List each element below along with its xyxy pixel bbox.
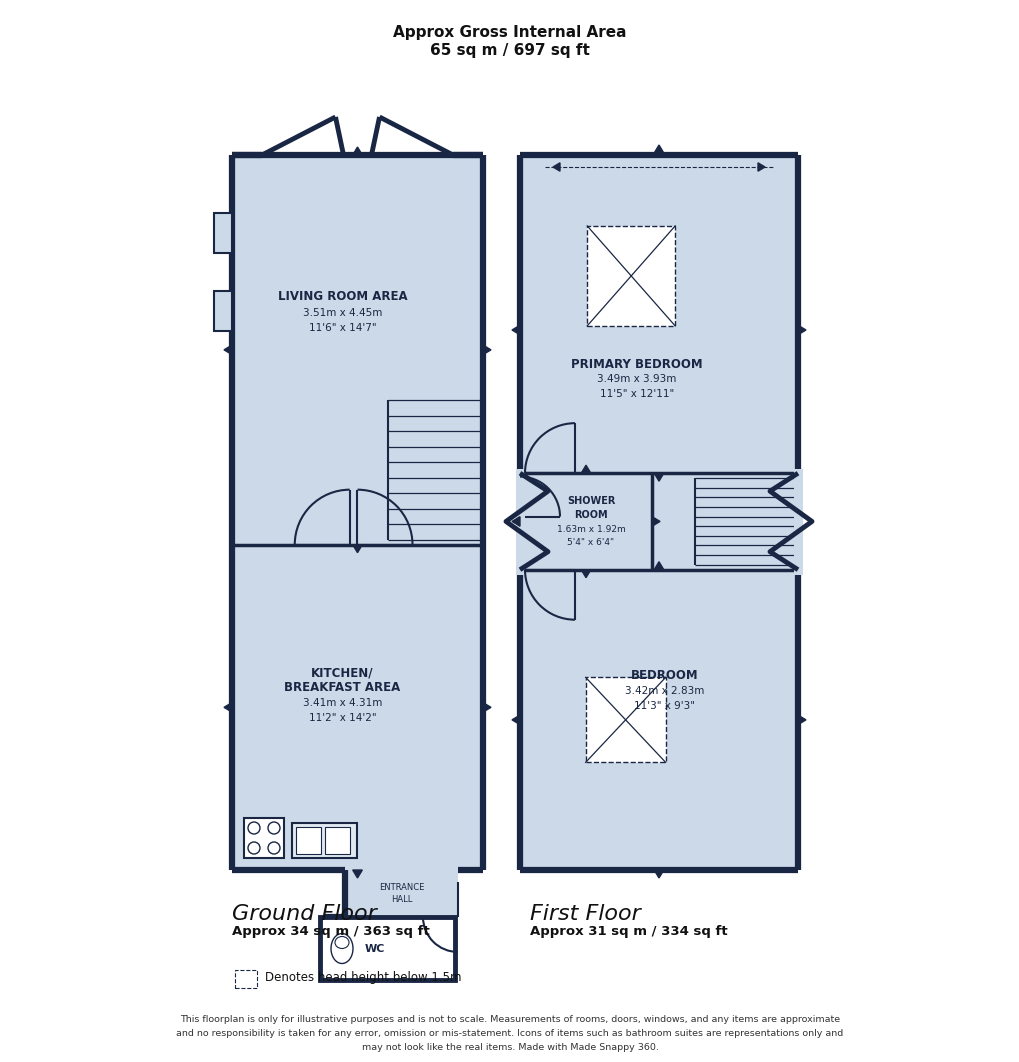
- Bar: [231, 155, 483, 870]
- Polygon shape: [353, 870, 362, 878]
- Text: Denotes head height below 1.5m: Denotes head height below 1.5m: [265, 972, 461, 984]
- Polygon shape: [512, 325, 520, 335]
- Polygon shape: [512, 715, 520, 724]
- Text: Ground Floor: Ground Floor: [231, 904, 376, 924]
- Polygon shape: [797, 325, 805, 335]
- Text: may not look like the real items. Made with Made Snappy 360.: may not look like the real items. Made w…: [361, 1044, 658, 1052]
- Bar: [214, 291, 231, 331]
- Bar: [244, 818, 283, 858]
- Text: SHOWER: SHOWER: [567, 496, 614, 507]
- Text: 3.41m x 4.31m: 3.41m x 4.31m: [303, 698, 382, 708]
- Polygon shape: [653, 562, 663, 569]
- Ellipse shape: [331, 933, 353, 963]
- Bar: [234, 970, 257, 988]
- Text: 65 sq m / 697 sq ft: 65 sq m / 697 sq ft: [430, 42, 589, 57]
- Polygon shape: [651, 516, 659, 527]
- Polygon shape: [581, 569, 590, 578]
- Bar: [344, 870, 458, 917]
- Text: This floorplan is only for illustrative purposes and is not to scale. Measuremen: This floorplan is only for illustrative …: [179, 1015, 840, 1025]
- Polygon shape: [552, 162, 559, 171]
- Bar: [296, 827, 321, 854]
- Text: 11'6" x 14'7": 11'6" x 14'7": [309, 323, 376, 332]
- Text: First Floor: First Floor: [530, 904, 640, 924]
- Text: 1.63m x 1.92m: 1.63m x 1.92m: [556, 525, 625, 534]
- Polygon shape: [353, 545, 362, 552]
- Bar: [520, 155, 797, 870]
- Polygon shape: [653, 870, 663, 878]
- Text: BEDROOM: BEDROOM: [630, 669, 698, 682]
- Text: KITCHEN/: KITCHEN/: [311, 666, 373, 680]
- Polygon shape: [483, 345, 490, 355]
- Text: BREAKFAST AREA: BREAKFAST AREA: [284, 682, 400, 695]
- Polygon shape: [483, 703, 490, 713]
- Text: 3.42m x 2.83m: 3.42m x 2.83m: [625, 686, 703, 696]
- Bar: [291, 823, 357, 858]
- Text: Approx 31 sq m / 334 sq ft: Approx 31 sq m / 334 sq ft: [530, 925, 727, 939]
- Text: 3.51m x 4.45m: 3.51m x 4.45m: [303, 308, 382, 318]
- Text: 5'4" x 6'4": 5'4" x 6'4": [567, 538, 614, 547]
- Polygon shape: [512, 516, 520, 527]
- Polygon shape: [224, 703, 231, 713]
- Polygon shape: [581, 465, 590, 474]
- Bar: [325, 827, 350, 854]
- Bar: [320, 917, 454, 980]
- Text: WC: WC: [365, 943, 385, 954]
- Polygon shape: [653, 474, 663, 481]
- Bar: [585, 678, 665, 763]
- Text: 11'3" x 9'3": 11'3" x 9'3": [634, 701, 694, 710]
- Text: and no responsibility is taken for any error, omission or mis-statement. Icons o: and no responsibility is taken for any e…: [176, 1029, 843, 1039]
- Polygon shape: [353, 147, 362, 155]
- Text: 11'5" x 12'11": 11'5" x 12'11": [599, 389, 674, 399]
- Text: Approx 34 sq m / 363 sq ft: Approx 34 sq m / 363 sq ft: [231, 925, 429, 939]
- Text: 11'2" x 14'2": 11'2" x 14'2": [309, 713, 376, 723]
- Polygon shape: [797, 715, 805, 724]
- Polygon shape: [652, 145, 664, 155]
- Polygon shape: [653, 147, 663, 155]
- Text: ROOM: ROOM: [574, 511, 607, 520]
- Bar: [214, 213, 231, 253]
- Polygon shape: [224, 345, 231, 355]
- Text: PRIMARY BEDROOM: PRIMARY BEDROOM: [571, 358, 702, 371]
- Text: ENTRANCE
HALL: ENTRANCE HALL: [378, 884, 424, 904]
- Polygon shape: [757, 162, 764, 171]
- Text: LIVING ROOM AREA: LIVING ROOM AREA: [277, 290, 407, 303]
- Text: 3.49m x 3.93m: 3.49m x 3.93m: [596, 374, 676, 384]
- Text: Approx Gross Internal Area: Approx Gross Internal Area: [393, 24, 626, 39]
- Bar: [587, 226, 675, 326]
